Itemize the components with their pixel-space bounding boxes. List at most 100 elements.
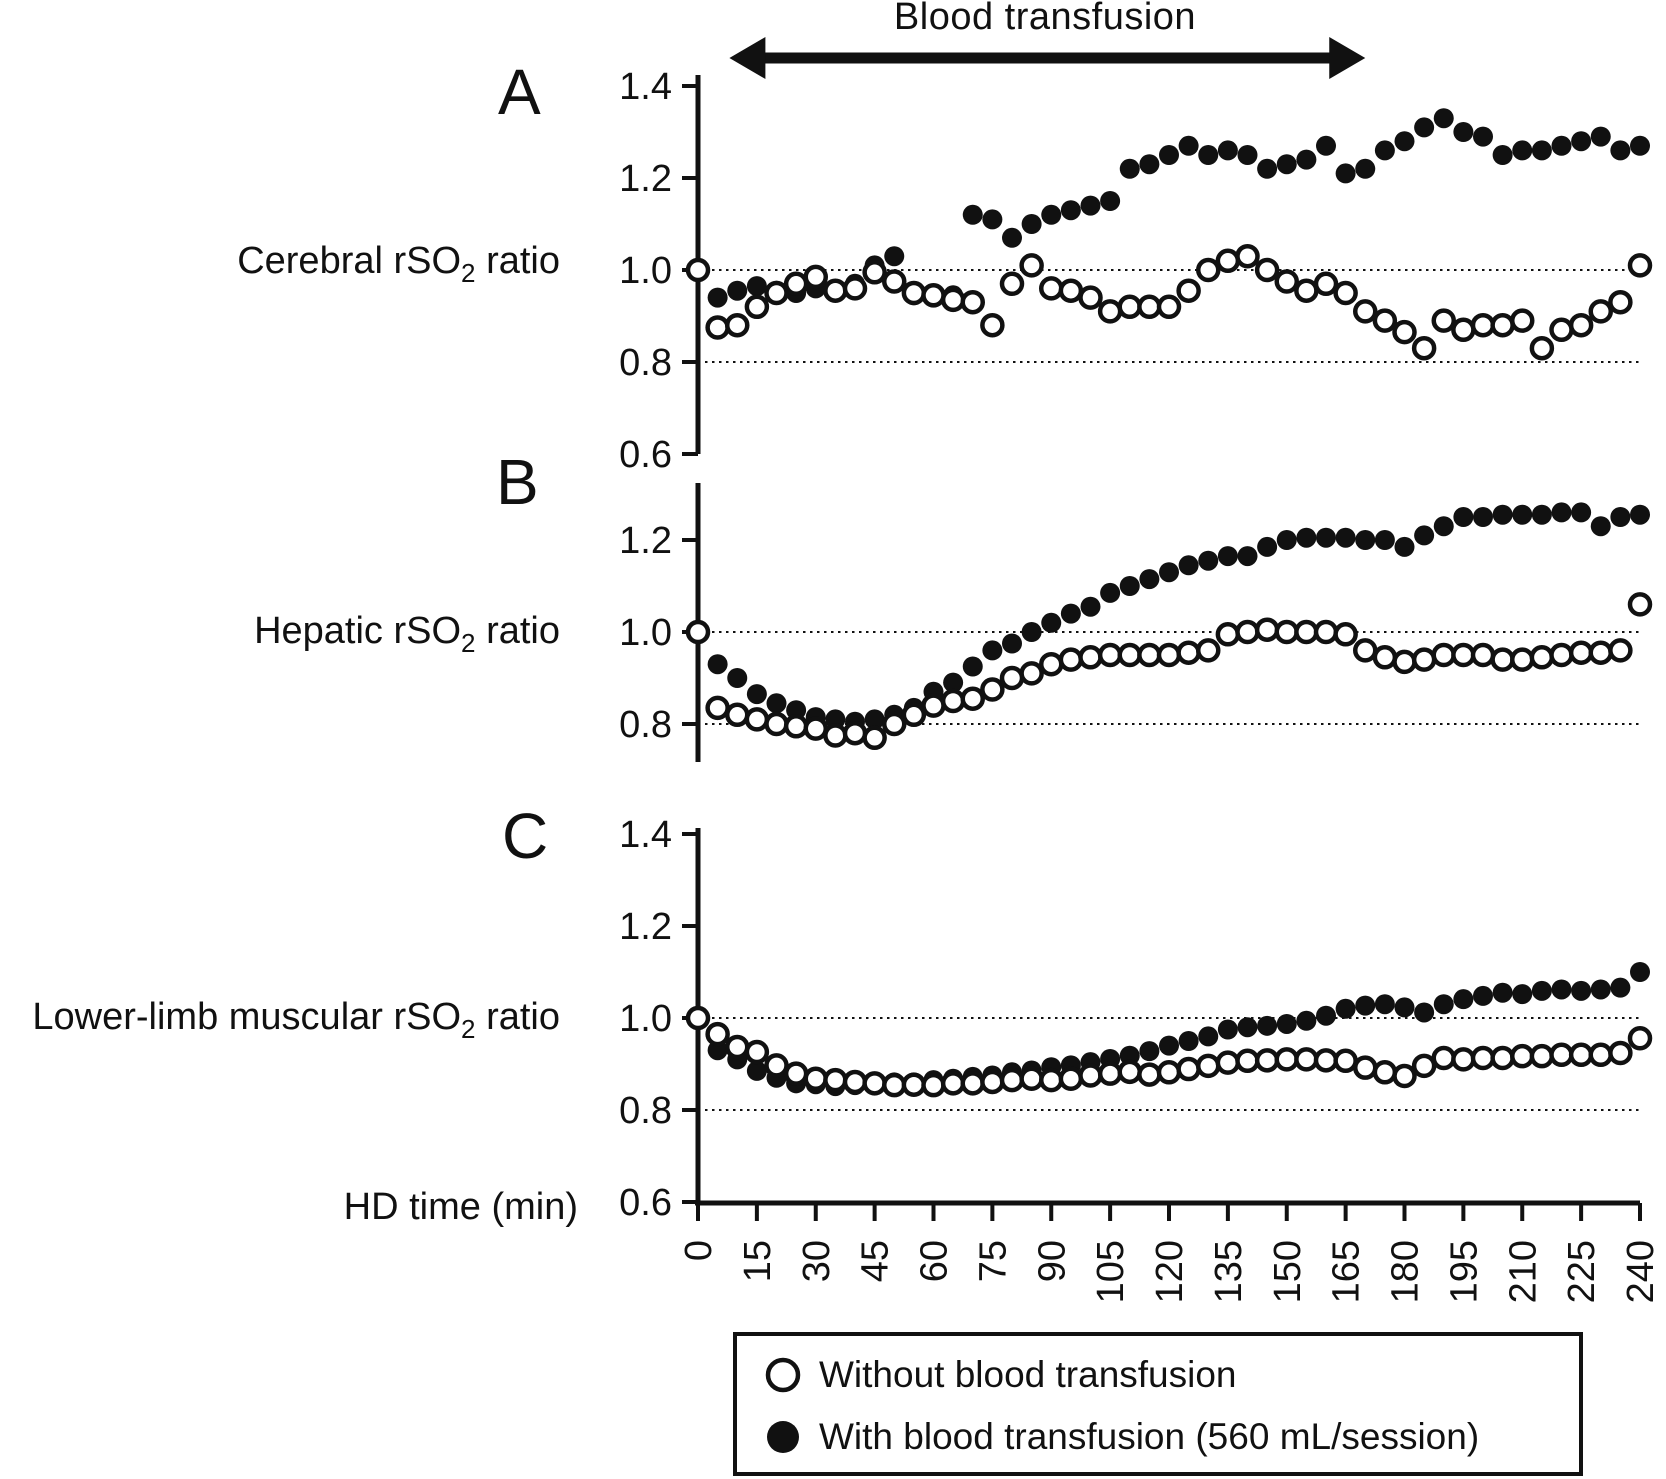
data-point-B-filled bbox=[1198, 550, 1219, 571]
data-point-A-open bbox=[1137, 294, 1162, 320]
data-point-C-open bbox=[1451, 1047, 1476, 1072]
x-tick-label-135: 135 bbox=[1208, 1240, 1250, 1303]
data-point-A-open bbox=[1568, 312, 1594, 338]
data-point-A-filled bbox=[1139, 154, 1160, 175]
data-point-A-filled bbox=[1296, 149, 1317, 170]
data-point-C-open bbox=[1588, 1042, 1613, 1068]
data-point-C-filled bbox=[1335, 998, 1356, 1019]
data-point-A-open bbox=[1451, 317, 1476, 343]
panel-letter-b: B bbox=[496, 446, 539, 518]
data-point-A-open bbox=[1215, 248, 1241, 274]
data-point-B-open bbox=[1274, 619, 1299, 645]
data-point-C-filled bbox=[1374, 994, 1395, 1015]
data-point-C-filled bbox=[1394, 997, 1415, 1018]
data-point-B-open bbox=[921, 693, 946, 718]
data-point-A-open bbox=[862, 260, 887, 285]
data-point-C-open bbox=[1078, 1063, 1103, 1088]
data-point-B-filled bbox=[766, 693, 787, 714]
data-point-B-open bbox=[1411, 647, 1437, 672]
data-point-A-filled bbox=[1217, 140, 1238, 161]
data-point-A-open bbox=[705, 315, 730, 340]
data-point-B-filled bbox=[1257, 536, 1278, 557]
data-point-B-filled bbox=[1335, 527, 1356, 548]
data-point-A-open bbox=[980, 312, 1005, 338]
data-point-A-open bbox=[1333, 280, 1358, 306]
data-point-C-open bbox=[842, 1069, 868, 1095]
data-point-A-filled bbox=[1080, 195, 1101, 216]
data-point-C-filled bbox=[1571, 980, 1592, 1001]
data-point-B-filled bbox=[1002, 633, 1022, 654]
data-point-B-filled bbox=[1414, 525, 1435, 546]
y-tick-label-C-1.2: 1.2 bbox=[619, 906, 672, 948]
data-point-B-open bbox=[842, 720, 868, 746]
data-point-B-open bbox=[1019, 661, 1044, 686]
data-point-B-open bbox=[1353, 638, 1378, 663]
data-point-C-open bbox=[1215, 1050, 1241, 1075]
ylabel-lower-limb: Lower-limb muscular rSO2 ratio bbox=[0, 996, 560, 1045]
data-point-B-filled bbox=[1237, 546, 1258, 567]
data-point-B-open bbox=[1313, 619, 1339, 645]
x-tick-label-45: 45 bbox=[855, 1240, 897, 1282]
xaxis-title: HD time (min) bbox=[343, 1186, 578, 1228]
legend: Without blood transfusion With blood tra… bbox=[733, 1332, 1583, 1476]
data-point-C-filled bbox=[1139, 1041, 1160, 1062]
data-point-C-open bbox=[1196, 1053, 1221, 1079]
y-tick-label-C-1: 1.0 bbox=[619, 998, 672, 1040]
x-tick-label-195: 195 bbox=[1443, 1240, 1485, 1303]
data-point-A-filled bbox=[727, 280, 748, 301]
data-point-A-open bbox=[1470, 312, 1496, 338]
data-point-C-filled bbox=[1551, 979, 1572, 1000]
data-point-B-filled bbox=[982, 640, 1003, 661]
data-point-C-open bbox=[1608, 1040, 1633, 1066]
data-point-B-open bbox=[1627, 592, 1653, 617]
data-point-C-filled bbox=[1453, 989, 1474, 1010]
data-point-B-open bbox=[1372, 645, 1398, 670]
data-point-A-open bbox=[1019, 253, 1044, 278]
data-point-A-open bbox=[1510, 308, 1535, 333]
data-point-A-filled bbox=[707, 287, 728, 308]
data-point-C-open bbox=[1470, 1045, 1496, 1071]
data-point-A-open bbox=[1490, 312, 1515, 338]
data-point-B-open bbox=[1254, 617, 1280, 642]
data-point-B-open bbox=[1137, 642, 1162, 668]
data-point-C-open bbox=[1019, 1066, 1044, 1091]
data-point-B-open bbox=[1215, 622, 1241, 647]
data-point-B-filled bbox=[1021, 622, 1042, 642]
data-point-A-open bbox=[1058, 278, 1084, 303]
ylabel-lower-limb-sub: 2 bbox=[461, 1014, 476, 1044]
data-point-A-open bbox=[1549, 317, 1574, 343]
data-point-C-open bbox=[764, 1053, 789, 1078]
data-point-C-filled bbox=[1316, 1005, 1336, 1026]
data-point-A-filled bbox=[1512, 140, 1533, 161]
data-point-B-open bbox=[1392, 649, 1417, 675]
data-point-A-filled bbox=[1100, 191, 1121, 211]
data-point-B-filled bbox=[1590, 516, 1611, 537]
data-point-A-open bbox=[1392, 319, 1417, 345]
panel-letter-c: C bbox=[502, 800, 549, 872]
data-point-B-open bbox=[1451, 642, 1476, 668]
data-point-A-open bbox=[725, 312, 750, 338]
data-point-B-open bbox=[744, 707, 770, 732]
data-point-B-filled bbox=[1571, 502, 1592, 523]
data-point-B-filled bbox=[864, 709, 885, 730]
data-point-B-filled bbox=[1060, 603, 1081, 624]
data-point-B-open bbox=[882, 711, 907, 737]
data-point-B-open bbox=[764, 711, 789, 737]
ylabel-cerebral-sub: 2 bbox=[461, 258, 476, 288]
data-point-B-filled bbox=[1139, 569, 1160, 590]
ylabel-hepatic-sub: 2 bbox=[461, 628, 476, 658]
data-point-C-filled bbox=[1414, 1002, 1435, 1023]
x-tick-label-105: 105 bbox=[1090, 1240, 1132, 1303]
data-point-A-filled bbox=[1531, 140, 1552, 161]
data-point-C-filled bbox=[1159, 1035, 1179, 1056]
data-point-A-filled bbox=[1335, 163, 1356, 184]
data-point-C-open bbox=[1353, 1055, 1378, 1080]
data-point-C-open bbox=[1274, 1047, 1299, 1072]
data-point-B-filled bbox=[1551, 502, 1572, 523]
data-point-C-filled bbox=[1492, 982, 1513, 1003]
data-point-C-open bbox=[783, 1061, 809, 1086]
data-point-A-filled bbox=[1276, 154, 1297, 175]
data-point-B-open bbox=[1058, 647, 1084, 672]
data-point-C-open bbox=[1058, 1066, 1084, 1091]
